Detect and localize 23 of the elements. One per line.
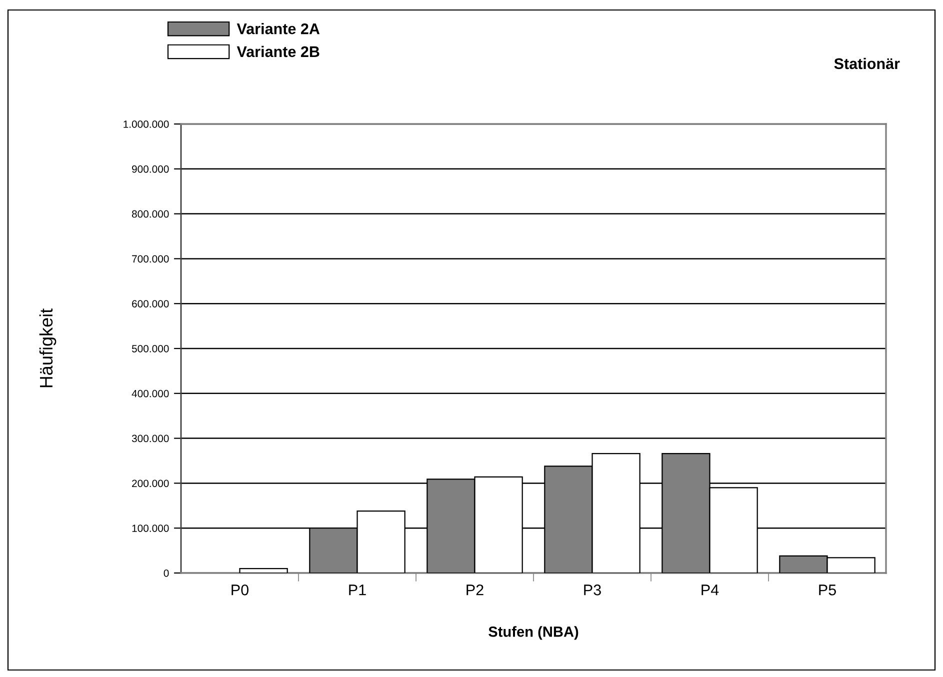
bar bbox=[239, 568, 288, 573]
y-tick-label: 700.000 bbox=[132, 255, 169, 263]
y-tick-label: 400.000 bbox=[132, 390, 169, 398]
x-tick-label: P0 bbox=[232, 584, 248, 596]
x-tick-label: P4 bbox=[702, 584, 719, 596]
chart-title: Stationär bbox=[834, 58, 900, 70]
y-tick-label: 800.000 bbox=[132, 210, 169, 218]
x-tick-label: P5 bbox=[819, 584, 836, 596]
x-axis-title: Stufen (NBA) bbox=[488, 626, 578, 640]
legend-label: Variante 2A bbox=[236, 23, 320, 34]
y-axis-title: Häufigkeit bbox=[39, 308, 56, 388]
y-tick-label: 300.000 bbox=[132, 434, 169, 442]
y-tick-label: 100.000 bbox=[132, 524, 169, 532]
y-tick-label: 0 bbox=[164, 570, 169, 577]
y-tick-label: 500.000 bbox=[132, 345, 169, 352]
x-tick-label: P1 bbox=[349, 584, 366, 596]
y-tick-label: 200.000 bbox=[132, 480, 169, 488]
y-tick-label: 1.000.000 bbox=[124, 120, 169, 128]
y-tick-label: 900.000 bbox=[132, 165, 169, 173]
legend-label: Variante 2B bbox=[236, 46, 320, 58]
y-tick-label: 600.000 bbox=[132, 300, 169, 308]
x-tick-label: P2 bbox=[466, 584, 484, 596]
x-tick-label: P3 bbox=[584, 584, 601, 596]
